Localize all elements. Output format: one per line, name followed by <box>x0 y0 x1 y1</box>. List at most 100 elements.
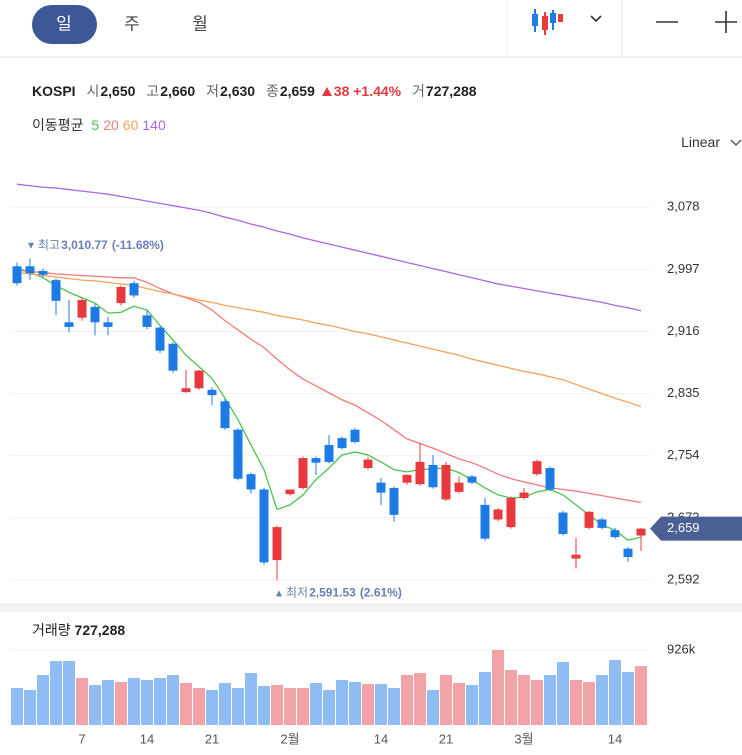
candle-body <box>571 554 581 559</box>
x-tick-label: 14 <box>608 731 622 746</box>
candle-body <box>324 445 334 462</box>
volume-bar <box>284 687 296 725</box>
x-tick-label: 14 <box>140 731 154 746</box>
y-tick-label: 2,835 <box>667 385 700 400</box>
candle-body <box>298 458 308 488</box>
dropdown-icon[interactable] <box>590 15 602 23</box>
candle-body <box>363 459 373 469</box>
volume-bar <box>401 675 413 725</box>
candle-body <box>480 504 490 539</box>
scale-dropdown[interactable] <box>730 139 742 146</box>
candle-body <box>259 489 269 563</box>
candle-body <box>77 300 87 318</box>
candle-body <box>64 322 74 327</box>
up-icon <box>321 87 332 96</box>
y-tick-label: 926k <box>667 641 696 656</box>
volume-bar <box>375 684 387 725</box>
tab[interactable]: 월 <box>192 14 208 33</box>
candle-body <box>337 438 347 449</box>
annotation-value: 2,591.53 <box>309 586 356 600</box>
ma-line <box>16 269 642 504</box>
candle-body <box>636 528 646 536</box>
value: 2,630 <box>220 83 256 99</box>
volume-bar <box>141 679 153 725</box>
volume-bar <box>362 684 374 725</box>
candle-body <box>584 511 594 528</box>
candle-body <box>90 306 100 323</box>
value: 2,660 <box>160 83 196 99</box>
volume-bar <box>336 679 348 725</box>
legend-item: 60 <box>122 117 139 133</box>
annotation-label: 최저 <box>286 586 308 600</box>
candle-body <box>467 476 477 483</box>
x-tick-label: 14 <box>374 731 388 746</box>
volume-bar <box>50 661 62 725</box>
candle-body <box>246 474 256 490</box>
candle-body <box>116 287 126 304</box>
volume-bar <box>232 687 244 725</box>
y-tick-label: 3,078 <box>667 199 700 214</box>
panel-divider <box>0 603 742 612</box>
candle-body <box>376 482 386 493</box>
x-tick-label: 21 <box>439 731 453 746</box>
candle-body <box>389 487 399 515</box>
tab[interactable]: 주 <box>124 14 140 33</box>
candle-body <box>623 548 633 558</box>
volume-bar <box>206 690 218 725</box>
candle-body <box>168 343 178 371</box>
candle-body <box>441 464 451 500</box>
scale-label[interactable]: Linear <box>681 134 720 150</box>
chart-type-icon[interactable] <box>532 9 563 35</box>
volume-bar <box>466 684 478 725</box>
volume-bar <box>63 661 75 725</box>
volume-bar <box>427 690 439 725</box>
candle-body <box>519 492 529 498</box>
ma-line <box>16 267 642 541</box>
label: 고 <box>146 83 160 99</box>
x-tick-label: 2월 <box>280 731 299 746</box>
y-tick-label: 2,592 <box>667 571 700 586</box>
volume-bar <box>297 687 309 725</box>
value: 2,650 <box>100 83 136 99</box>
volume-bar <box>102 679 114 725</box>
volume-bar <box>167 675 179 725</box>
candle-body <box>285 489 295 495</box>
volume-bar <box>557 661 569 725</box>
candle-body <box>558 512 568 535</box>
candle-body <box>454 482 464 492</box>
annotation-value: 3,010.77 <box>61 238 108 252</box>
price-tag-label: 2,659 <box>667 520 700 535</box>
candle-body <box>597 519 607 528</box>
candle-body <box>142 315 152 327</box>
volume-bar <box>479 672 491 725</box>
change: 38 <box>333 83 350 99</box>
volume-bar <box>518 675 530 725</box>
label: 시 <box>86 83 100 99</box>
legend-item: 5 <box>91 117 100 133</box>
candle-body <box>350 429 360 442</box>
tab[interactable]: 일 <box>56 14 72 33</box>
volume-bar <box>440 675 452 725</box>
volume-bar <box>505 669 517 725</box>
label: 거 <box>412 83 425 99</box>
candle-body <box>545 468 555 490</box>
legend-item: 140 <box>142 117 166 133</box>
volume-bar <box>154 678 166 725</box>
candle-body <box>493 509 503 520</box>
label: 거래량 <box>32 622 71 638</box>
volume-bar <box>570 679 582 725</box>
x-tick-label: 7 <box>78 731 85 746</box>
label: 저 <box>206 83 220 99</box>
volume-bar <box>258 685 270 725</box>
zoom-in[interactable] <box>715 11 737 33</box>
candle-body <box>25 266 35 274</box>
candle-body <box>610 530 620 538</box>
volume-bar <box>388 687 400 725</box>
volume-bar <box>635 666 647 725</box>
volume-bar <box>193 687 205 725</box>
volume-bar <box>596 675 608 725</box>
symbol: KOSPI <box>32 83 76 99</box>
ma-line <box>16 271 642 408</box>
candle-body <box>506 497 516 528</box>
